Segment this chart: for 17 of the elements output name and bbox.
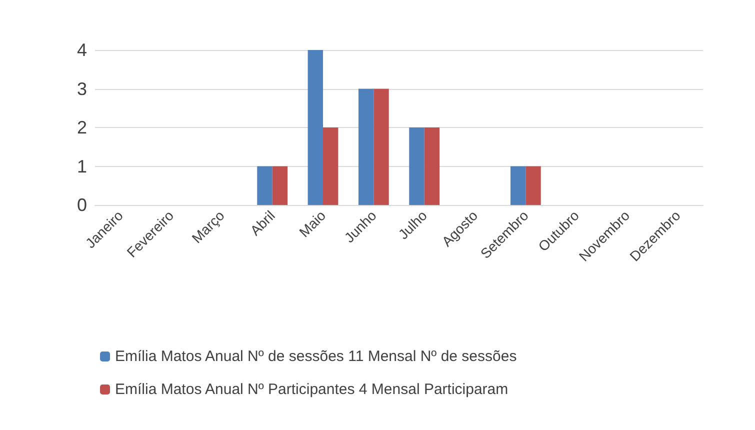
bar <box>374 88 389 205</box>
bar <box>323 128 338 205</box>
bar <box>308 50 323 205</box>
y-tick-label: 0 <box>76 195 87 215</box>
legend-label: Emília Matos Anual Nº de sessões 11 Mensal Nº de sessões <box>115 348 517 365</box>
bar <box>510 166 526 205</box>
bar <box>526 166 541 205</box>
bar <box>409 128 424 205</box>
y-tick-label: 2 <box>76 118 87 138</box>
bar <box>424 128 440 205</box>
y-tick-label: 1 <box>76 156 87 176</box>
bar <box>257 166 272 205</box>
y-tick-label: 4 <box>76 40 87 60</box>
legend-label: Emília Matos Anual Nº Participantes 4 Mensal Participaram <box>115 381 508 398</box>
bar <box>272 166 288 205</box>
y-tick-label: 3 <box>76 78 87 99</box>
bar <box>358 88 374 205</box>
